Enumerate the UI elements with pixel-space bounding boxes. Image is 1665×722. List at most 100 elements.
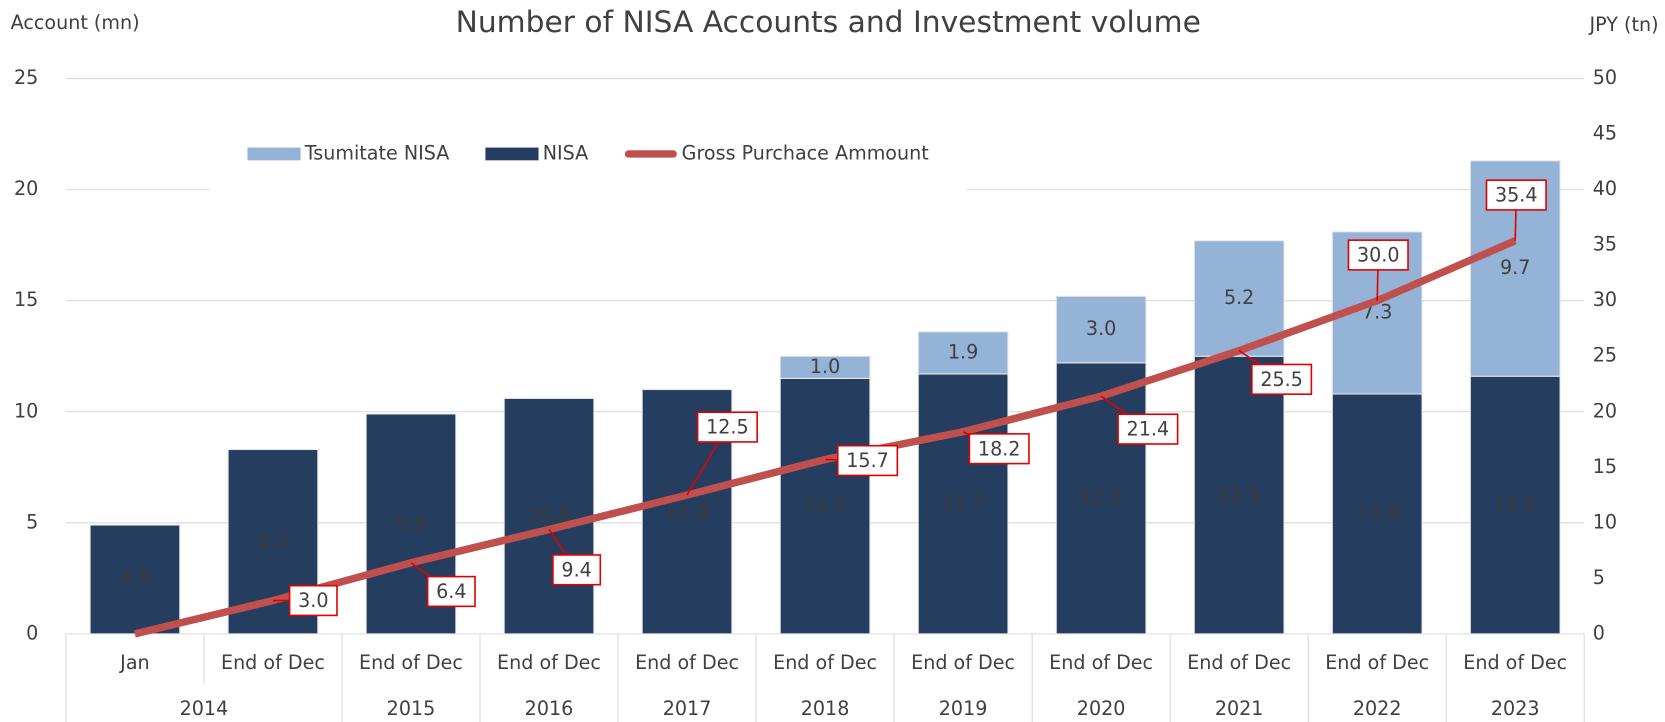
bar-segment	[1193, 355, 1285, 635]
data-label: 15.7	[846, 449, 889, 472]
y-tick-label: 10	[14, 399, 38, 422]
bar-segment	[503, 397, 595, 635]
bar-segment	[779, 377, 871, 635]
legend-background	[210, 114, 967, 192]
data-label-box	[1347, 239, 1409, 271]
data-label-box	[696, 411, 758, 443]
data-label: 11.6	[1494, 493, 1537, 516]
y2-tick-label: 50	[1593, 66, 1617, 89]
x-group-label: 2017	[663, 697, 712, 720]
y2-tick-label: 0	[1593, 621, 1605, 644]
data-label: 9.4	[561, 558, 591, 581]
label-box	[696, 411, 758, 443]
y2-tick-label: 40	[1593, 177, 1617, 200]
label-box	[288, 584, 338, 617]
bar-segment	[917, 331, 1009, 375]
y2-tick-label: 10	[1593, 510, 1617, 533]
label-box	[968, 433, 1030, 465]
label-box	[552, 554, 602, 586]
x-tick-label: End of Dec	[221, 651, 325, 674]
data-label: 10.8	[1356, 501, 1399, 524]
data-label: 11.0	[666, 499, 709, 522]
bar-segment	[1055, 362, 1147, 635]
data-label: 6.4	[436, 580, 466, 603]
x-group-label: 2023	[1491, 697, 1540, 720]
y-tick-label: 5	[26, 510, 38, 533]
x-tick-label: End of Dec	[635, 651, 739, 674]
legend-label: NISA	[543, 141, 589, 164]
data-label: 5.2	[1224, 286, 1254, 309]
x-group-label: 2020	[1077, 697, 1126, 720]
data-label: 8.3	[258, 529, 288, 552]
y2-tick-label: 35	[1593, 233, 1617, 256]
label-box	[1117, 413, 1179, 445]
bar-segment	[1469, 375, 1561, 635]
x-tick-label: Jan	[119, 651, 149, 674]
data-label: 10.6	[528, 504, 571, 527]
label-box	[1347, 239, 1409, 271]
y-axis-label: Account (mn)	[11, 11, 140, 34]
data-label: 30.0	[1357, 244, 1400, 267]
x-tick-label: End of Dec	[773, 651, 877, 674]
y-tick-label: 25	[14, 66, 38, 89]
legend-label: Gross Purchace Ammount	[682, 141, 930, 164]
y2-tick-label: 20	[1593, 399, 1617, 422]
x-group-label: 2021	[1215, 697, 1264, 720]
x-tick-label: End of Dec	[911, 651, 1015, 674]
data-label: 25.5	[1260, 368, 1303, 391]
legend-label: Tsumitate NISA	[304, 141, 450, 164]
y2-tick-label: 25	[1593, 344, 1617, 367]
data-label: 4.9	[120, 567, 150, 590]
y2-tick-label: 5	[1593, 566, 1605, 589]
y2-axis-label: JPY (tn)	[1589, 13, 1659, 36]
x-group-label: 2019	[939, 697, 988, 720]
legend-swatch	[485, 147, 539, 161]
data-label-box	[426, 575, 476, 608]
bar-segment	[89, 524, 181, 635]
data-label: 3.0	[298, 589, 328, 612]
data-label: 9.9	[396, 511, 426, 534]
data-label-box	[1485, 179, 1547, 211]
chart-title: Number of NISA Accounts and Investment v…	[456, 5, 1201, 40]
data-label: 11.5	[804, 494, 847, 517]
data-label-box	[552, 554, 602, 586]
data-label: 12.2	[1080, 486, 1123, 509]
y-tick-label: 20	[14, 177, 38, 200]
y-tick-label: 0	[26, 621, 38, 644]
y-tick-label: 15	[14, 288, 38, 311]
data-label: 1.9	[948, 340, 978, 363]
bar-segment	[779, 355, 871, 379]
bar-segment	[1055, 295, 1147, 364]
line-series	[134, 237, 1517, 638]
data-label: 3.0	[1086, 317, 1116, 340]
x-tick-label: End of Dec	[1187, 651, 1291, 674]
x-tick-label: End of Dec	[1325, 651, 1429, 674]
x-group-label: 2015	[387, 697, 436, 720]
bar-segment	[917, 373, 1009, 635]
x-tick-label: End of Dec	[497, 651, 601, 674]
x-tick-label: End of Dec	[1463, 651, 1567, 674]
data-label: 21.4	[1127, 418, 1170, 441]
data-label: 18.2	[978, 437, 1021, 460]
x-group-label: 2022	[1353, 697, 1402, 720]
data-label-box	[836, 444, 899, 477]
x-group-label: 2018	[801, 697, 850, 720]
data-label-box	[968, 433, 1030, 465]
data-label-box	[1117, 413, 1179, 445]
label-box	[426, 575, 476, 608]
legend-swatch	[247, 147, 301, 161]
data-label: 35.4	[1495, 184, 1538, 207]
x-tick-label: End of Dec	[359, 651, 463, 674]
y2-tick-label: 30	[1593, 288, 1617, 311]
y2-tick-label: 45	[1593, 122, 1617, 145]
data-label: 11.7	[942, 491, 985, 514]
x-group-label: 2014	[180, 697, 229, 720]
y2-tick-label: 15	[1593, 455, 1617, 478]
x-group-label: 2016	[525, 697, 574, 720]
data-label: 1.0	[810, 355, 840, 378]
label-box	[1485, 179, 1547, 211]
data-label-box	[288, 584, 338, 617]
label-box	[1251, 363, 1313, 395]
label-box	[836, 444, 899, 477]
